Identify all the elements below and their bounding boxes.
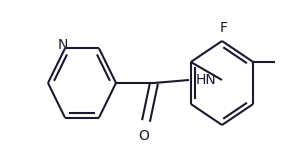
Text: O: O [139,129,149,143]
Text: F: F [220,21,228,35]
Text: HN: HN [196,73,217,87]
Text: N: N [58,38,68,52]
